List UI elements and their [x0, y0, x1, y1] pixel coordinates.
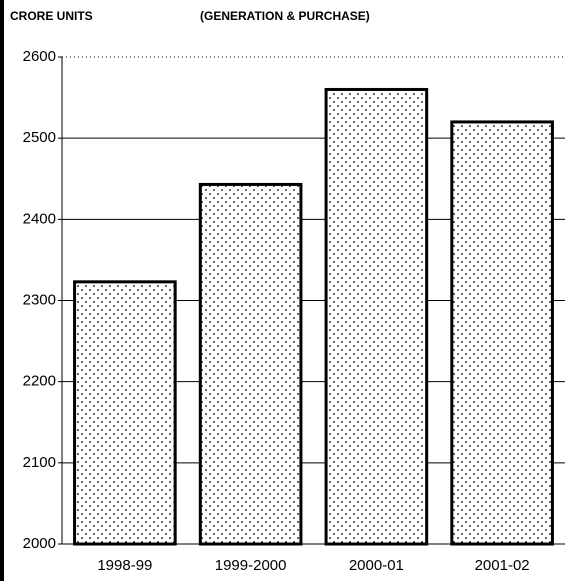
x-tick-label: 2000-01 — [349, 557, 404, 574]
bar — [324, 87, 429, 546]
x-tick-label: 1998-99 — [97, 557, 152, 574]
y-tick-label: 2000 — [23, 535, 56, 552]
y-tick-label: 2100 — [23, 454, 56, 471]
bar — [198, 182, 303, 546]
bar — [73, 280, 177, 546]
x-tick-label: 1999-2000 — [215, 557, 287, 574]
chart-title: (GENERATION & PURCHASE) — [200, 9, 370, 23]
y-tick-label: 2500 — [23, 129, 56, 146]
y-tick-label: 2200 — [23, 373, 56, 390]
bar — [450, 120, 554, 546]
x-tick-label: 2001-02 — [475, 557, 530, 574]
y-tick-label: 2300 — [23, 291, 56, 308]
y-axis-label: CRORE UNITS — [10, 9, 93, 23]
y-tick-label: 2600 — [23, 48, 56, 65]
y-tick-label: 2400 — [23, 210, 56, 227]
